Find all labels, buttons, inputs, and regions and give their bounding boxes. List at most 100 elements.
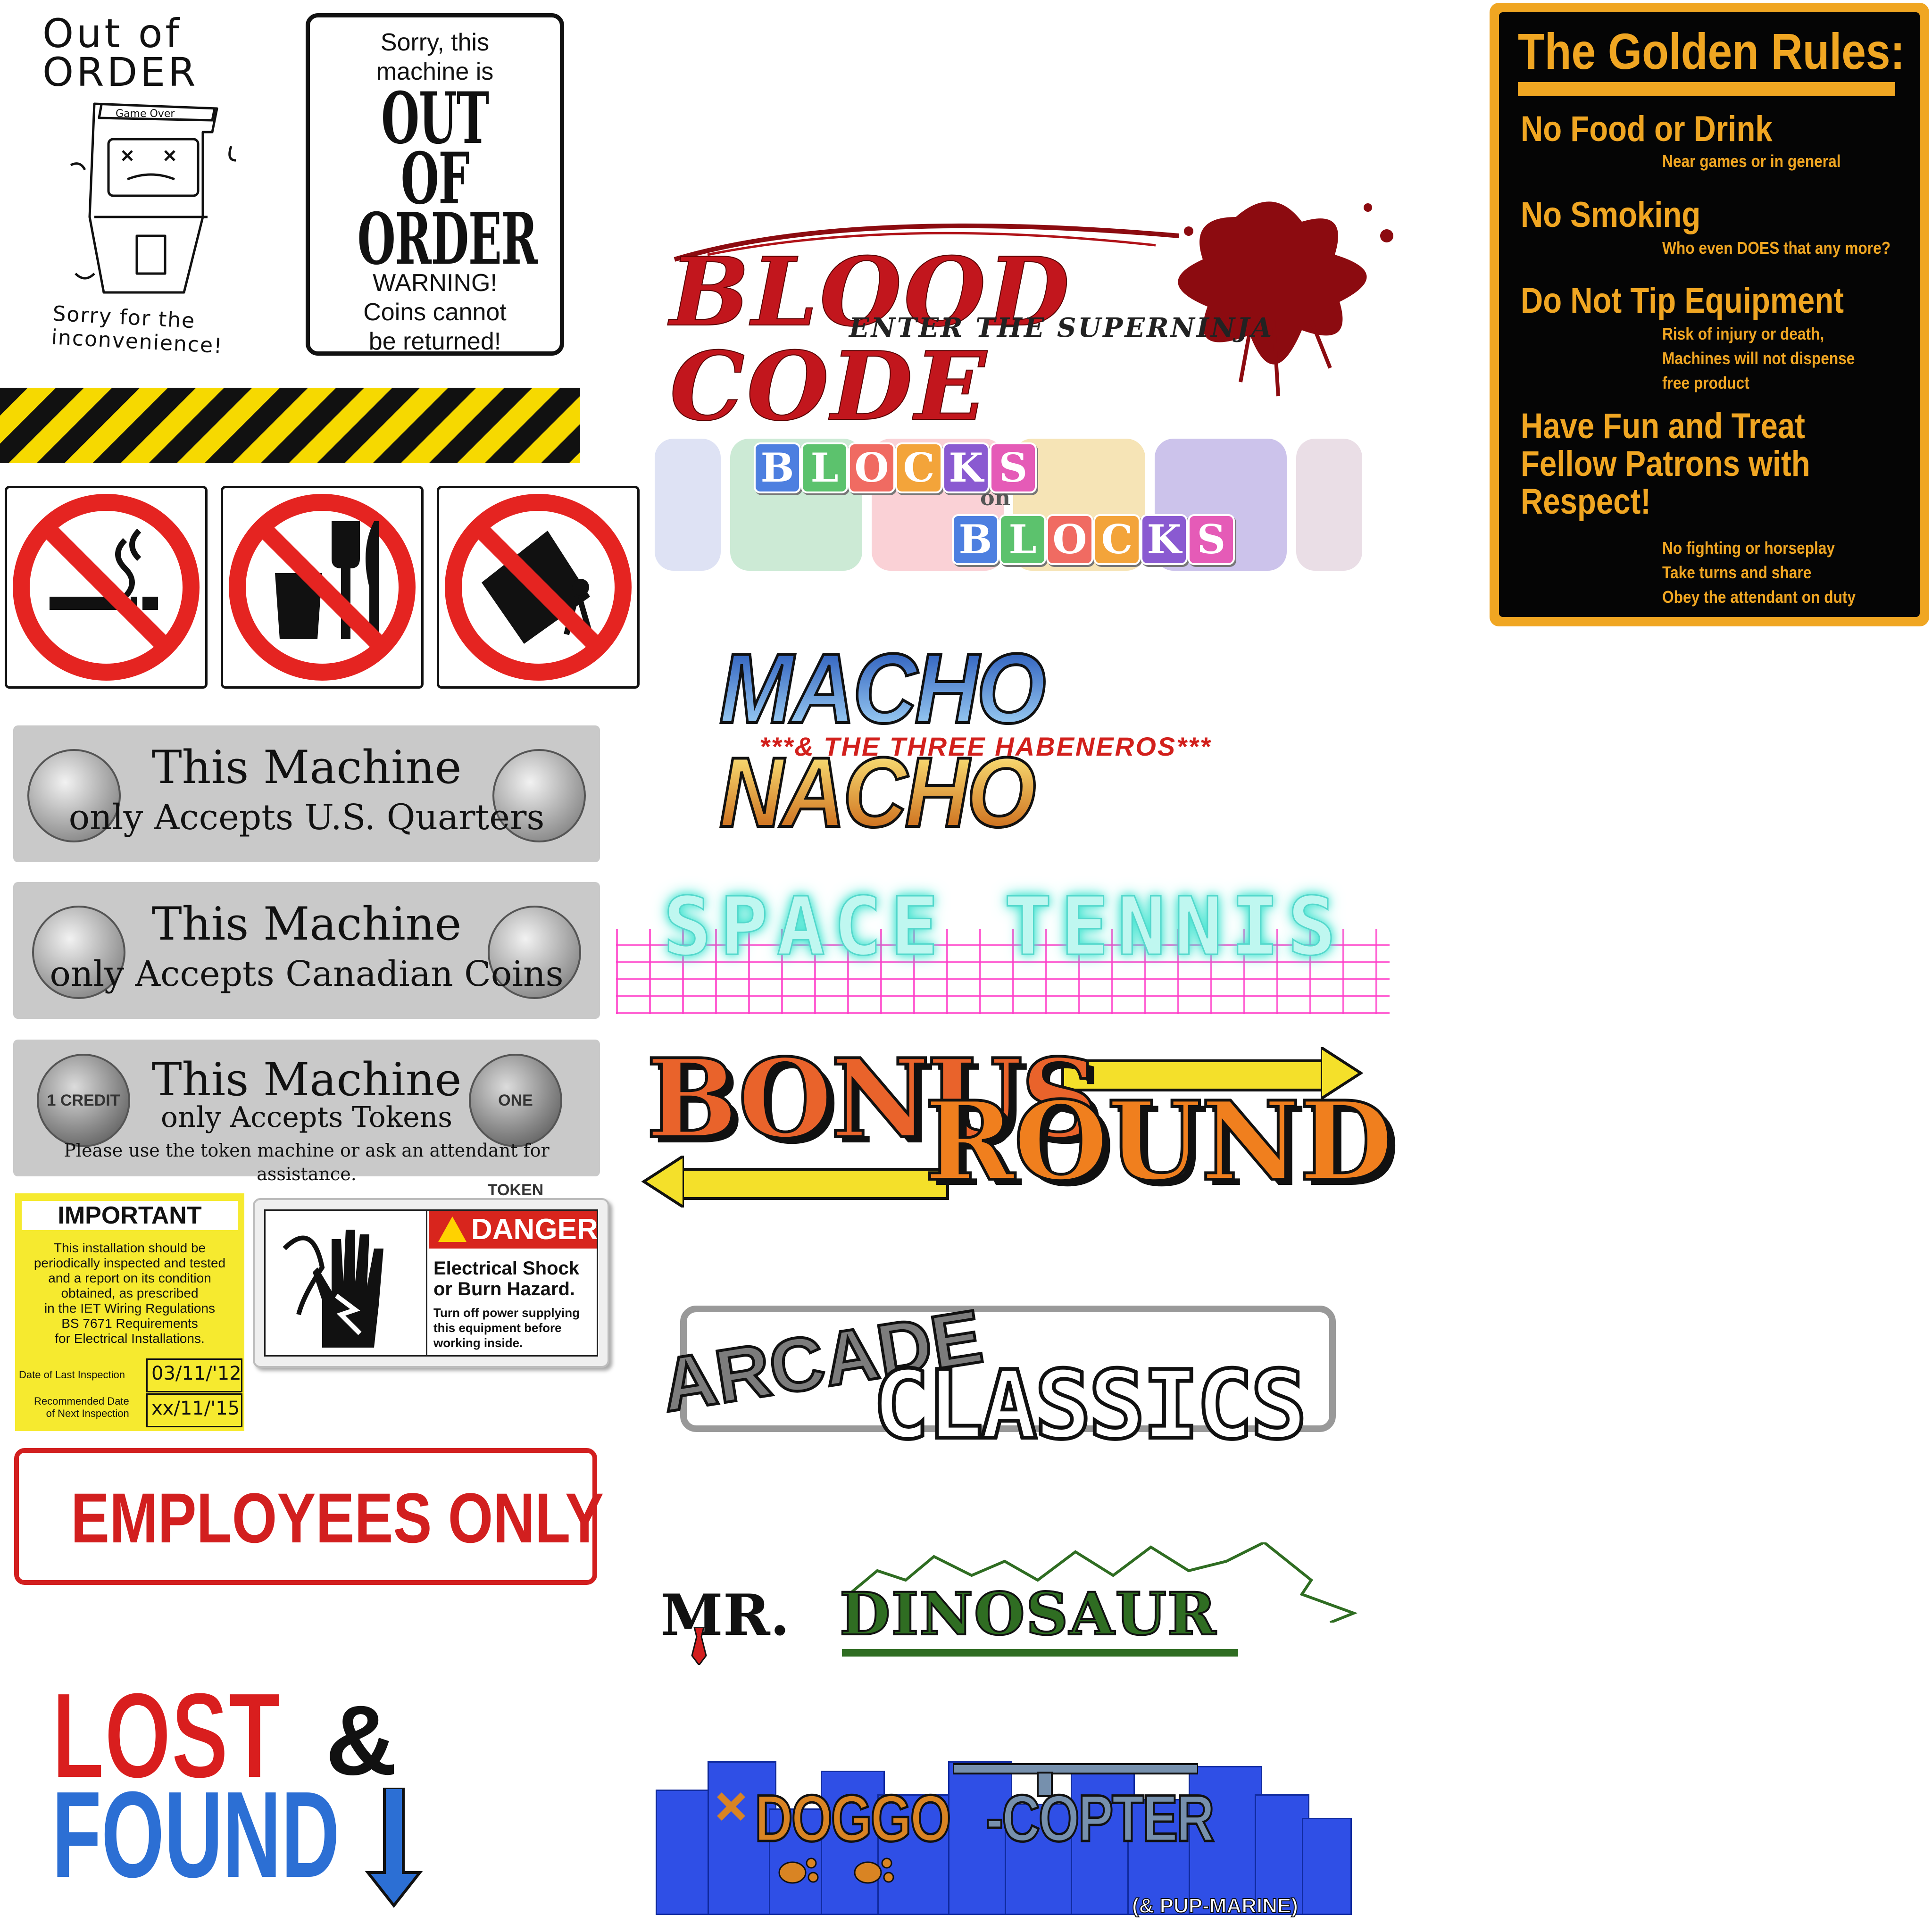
rule-note: Who even DOES that any more? <box>1662 238 1891 258</box>
credit-token-icon: 1 CREDIT <box>37 1054 130 1147</box>
rule-note: Near games or in general <box>1662 151 1841 171</box>
dinosaur-word: DINOSAUR <box>839 1580 1217 1649</box>
dinosaur-underline <box>842 1649 1238 1657</box>
important-body-line: in the IET Wiring Regulations <box>44 1301 216 1316</box>
one-token-label: ONE TOKEN <box>487 1091 544 1199</box>
rule-note: Take turns and share <box>1662 563 1812 582</box>
sorry-line1: Sorry, this <box>380 29 490 56</box>
sorry-big-out: OUT <box>381 77 489 160</box>
danger-title-line1: Electrical Shock <box>433 1258 580 1279</box>
danger-body: Turn off power supplying this equipment … <box>433 1305 580 1350</box>
sorry-big-of: OF <box>400 137 470 220</box>
golden-rules-underline <box>1518 82 1895 96</box>
rule-heading: Fellow Patrons with <box>1521 444 1810 484</box>
plate-title: This Machine <box>151 1053 462 1106</box>
danger-header: DANGER <box>429 1211 598 1249</box>
golden-rules-panel: The Golden Rules: No Food or Drink Near … <box>1499 12 1920 617</box>
broken-arcade-cabinet-icon: Game Over <box>70 102 236 294</box>
sketch-screen-label: Game Over <box>116 108 175 120</box>
city-building <box>948 1761 1012 1915</box>
background-tile <box>1296 439 1362 571</box>
danger-body-line1: Turn off power supplying <box>433 1306 580 1320</box>
city-building <box>656 1790 715 1915</box>
important-body-line: and a report on its condition <box>48 1271 211 1285</box>
no-food-drink-icon <box>229 494 416 681</box>
blood-code-subtitle: ENTER THE SUPERNINJA <box>849 312 1274 343</box>
rule-heading: Have Fun and Treat <box>1521 406 1805 446</box>
quarter-coin-icon <box>492 749 586 842</box>
blocks-bottom-letter-tile: L <box>999 514 1046 565</box>
blocks-top-letter-tile: B <box>754 442 801 493</box>
classics-word: CLASSICS <box>871 1350 1309 1460</box>
rule-note: No fighting or horseplay <box>1662 538 1835 558</box>
employees-only-sign: EMPLOYEES ONLY <box>14 1448 604 1585</box>
blocks-top-letter-tile: C <box>895 442 942 493</box>
city-building <box>1255 1794 1309 1915</box>
canadian-coin-icon <box>32 906 125 999</box>
canadian-coin-icon <box>488 906 581 999</box>
city-building <box>1302 1818 1352 1915</box>
electric-shock-hand-icon <box>283 1230 383 1348</box>
blood-streak-icon <box>674 223 1179 262</box>
danger-inner: DANGER Electrical Shock or Burn Hazard. … <box>264 1209 598 1357</box>
blocks-on-word: on <box>980 485 1011 510</box>
plate-title: This Machine <box>151 898 462 950</box>
city-building <box>1071 1771 1135 1915</box>
blocks-top-letter-tile: O <box>848 442 895 493</box>
rule-heading: Do Not Tip Equipment <box>1521 281 1844 321</box>
next-inspection-label-line2: of Next Inspection <box>46 1407 129 1419</box>
no-smoking-icon <box>13 494 200 681</box>
credit-token-label: 1 CREDIT <box>47 1091 120 1109</box>
next-inspection-label-line1: Recommended Date <box>34 1395 129 1407</box>
blocks-top-letter-tile: S <box>990 442 1037 493</box>
hazard-stripe <box>0 388 580 463</box>
next-inspection-date: xx/11/'15 <box>146 1393 242 1427</box>
sketch-title-line2: ORDER <box>42 49 199 95</box>
doggo-copter-subtitle: (& PUP-MARINE) <box>1132 1894 1299 1918</box>
plate-subtitle: only Accepts U.S. Quarters <box>68 797 545 838</box>
no-smoking-sign <box>5 486 208 689</box>
us-quarters-plate: This Machine only Accepts U.S. Quarters <box>13 725 600 862</box>
arcade-classics-logo: ARCADE CLASSICS <box>654 1292 1363 1460</box>
sorry-warning-line3: be returned! <box>368 328 501 355</box>
city-building <box>1005 1804 1078 1915</box>
sorry-intro: Sorry, this machine is <box>310 28 560 86</box>
helicopter-rotor-icon <box>953 1763 1198 1797</box>
mr-word: MR. <box>660 1582 790 1649</box>
mr-dinosaur-logo: MR. DINOSAUR <box>660 1542 1368 1684</box>
one-token-icon: ONE TOKEN <box>469 1054 562 1199</box>
blocks-top-letter-tile: L <box>801 442 848 493</box>
space-tennis-logo: SPACE TENNIS <box>616 844 1390 1014</box>
doggo-word: DOGGO <box>754 1781 952 1855</box>
background-tile <box>655 439 721 571</box>
canadian-coins-plate: This Machine only Accepts Canadian Coins <box>13 882 600 1019</box>
golden-rules-title: The Golden Rules: <box>1518 23 1905 80</box>
danger-body-line2: this equipment before <box>433 1321 562 1335</box>
paw-prints-icon <box>778 1857 894 1884</box>
quarter-coin-icon <box>27 749 121 842</box>
lost-and-found-sign: LOST & FOUND <box>51 1667 439 1908</box>
ampersand-text: & <box>325 1685 397 1796</box>
lost-text: LOST <box>51 1667 282 1804</box>
danger-title-line2: or Burn Hazard. <box>433 1279 575 1299</box>
left-arrow-head-icon <box>641 1156 684 1208</box>
next-inspection-label: Recommended Date of Next Inspection <box>34 1395 129 1420</box>
rule-note: Obey the attendant on duty <box>1662 587 1856 607</box>
tokens-plate: 1 CREDIT ONE TOKEN This Machine only Acc… <box>13 1040 600 1199</box>
rule-note: free product <box>1662 373 1749 392</box>
important-header: IMPORTANT <box>22 1201 238 1230</box>
blocks-bottom-letter-tile: C <box>1093 514 1141 565</box>
important-body-line: periodically inspected and tested <box>33 1256 226 1270</box>
rule-heading: No Smoking <box>1521 195 1701 235</box>
round-word: ROUND <box>923 1078 1395 1205</box>
danger-header-text: DANGER <box>471 1213 598 1246</box>
out-of-order-sketch-sign: Out of ORDER Game Over Sorry for the inc… <box>42 14 250 358</box>
important-body-line: BS 7671 Requirements <box>61 1316 198 1331</box>
important-inspection-label: IMPORTANT This installation should be pe… <box>15 1193 244 1431</box>
space-tennis-title: SPACE TENNIS <box>662 880 1345 974</box>
danger-electrical-label: DANGER Electrical Shock or Burn Hazard. … <box>253 1198 609 1368</box>
neon-grid-floor <box>616 929 1390 1014</box>
danger-divider <box>426 1211 427 1355</box>
arcade-frame <box>680 1306 1336 1432</box>
copter-word: -COPTER <box>985 1781 1216 1855</box>
